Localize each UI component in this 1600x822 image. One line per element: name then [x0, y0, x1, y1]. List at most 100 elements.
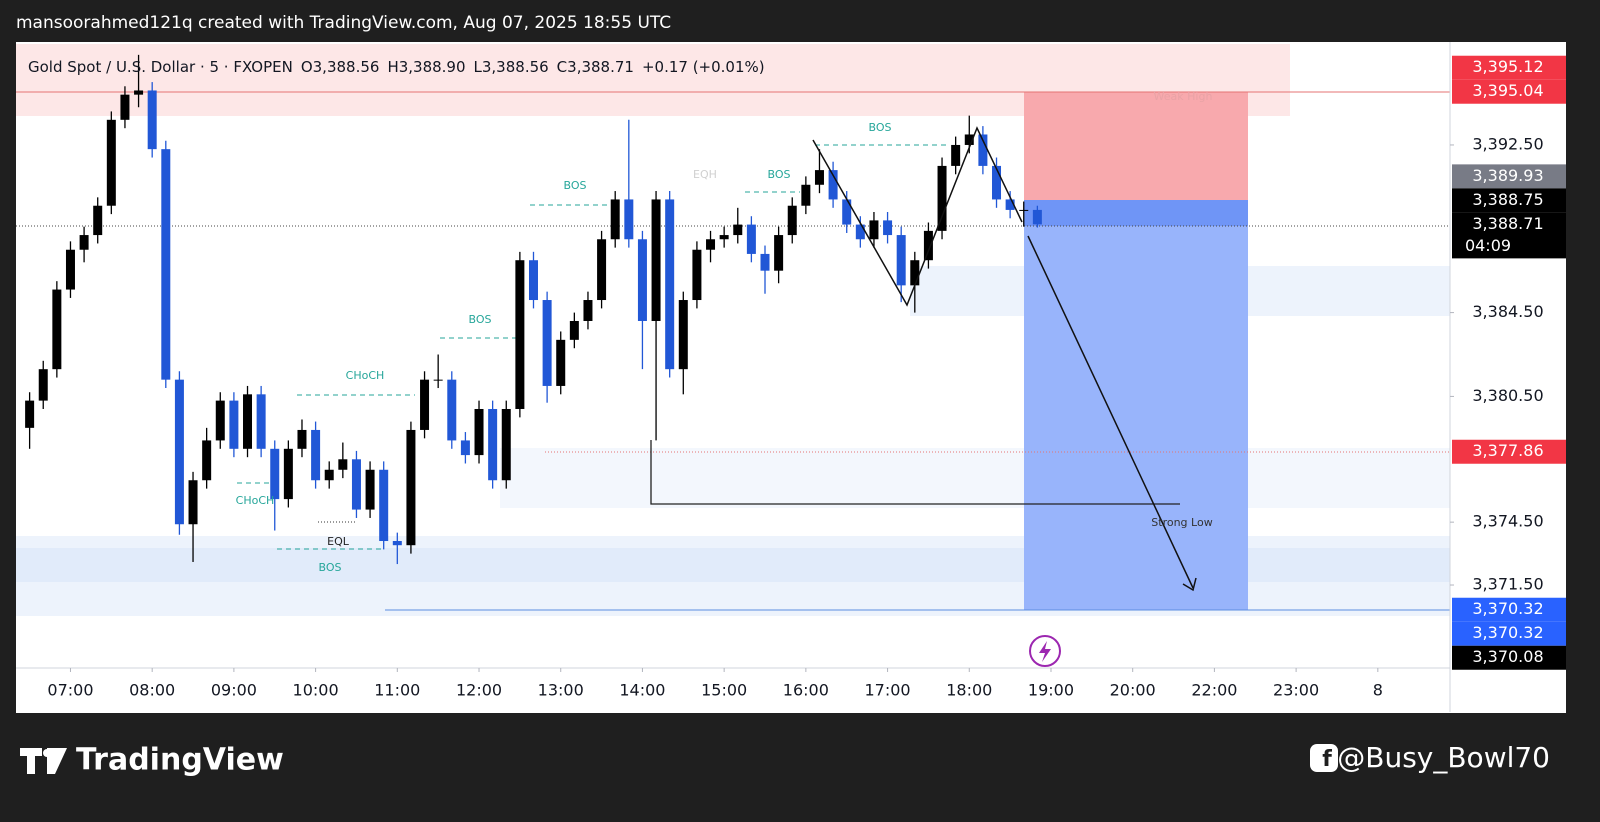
x-tick-label: 14:00 — [619, 681, 665, 700]
countdown: 04:09 — [1465, 236, 1511, 255]
candle-body — [283, 448, 293, 500]
candle-body — [25, 400, 35, 428]
x-tick-label: 10:00 — [293, 681, 339, 700]
x-tick-label: 17:00 — [865, 681, 911, 700]
candle-body — [243, 394, 253, 449]
candle-body — [774, 235, 784, 271]
candle-body — [229, 400, 239, 449]
candle-body — [79, 235, 89, 250]
candle-body — [719, 235, 729, 240]
structure-lines — [237, 144, 950, 550]
candle-body — [1032, 209, 1042, 225]
annotation: EQL — [327, 535, 350, 548]
price-badge-label: 3,388.71 — [1472, 214, 1543, 233]
candle-body — [624, 199, 634, 240]
candle-body — [665, 199, 675, 370]
candle-body — [992, 165, 1002, 200]
annotation: BOS — [564, 179, 587, 192]
candle-body — [147, 90, 157, 150]
candle-body — [65, 249, 75, 290]
candle-body — [923, 230, 933, 261]
candle-body — [515, 260, 525, 409]
y-tick-label: 3,392.50 — [1472, 134, 1543, 153]
annotation: BOS — [768, 168, 791, 181]
candle-body — [501, 408, 511, 481]
y-tick-label: 3,384.50 — [1472, 302, 1543, 321]
x-tick-label: 07:00 — [47, 681, 93, 700]
candle-body — [256, 394, 266, 449]
candle-body — [270, 448, 280, 500]
logo-text: TradingView — [76, 743, 284, 778]
x-tick-label: 16:00 — [783, 681, 829, 700]
annotation: BOS — [469, 313, 492, 326]
candle-body — [869, 220, 879, 240]
legend: Gold Spot / U.S. Dollar · 5 · FXOPEN O3,3… — [28, 58, 765, 76]
candle-body — [910, 260, 920, 286]
ohlc-low: L3,388.56 — [474, 58, 549, 76]
candle-body — [610, 199, 620, 240]
candle-body — [379, 469, 389, 542]
annotation: CHoCH — [346, 369, 385, 382]
y-tick-label: 3,371.50 — [1472, 575, 1543, 594]
change: +0.17 (+0.01%) — [642, 58, 765, 76]
candle-body — [801, 184, 811, 206]
candle-body — [420, 379, 430, 430]
x-tick-label: 19:00 — [1028, 681, 1074, 700]
price-badge — [1452, 212, 1566, 259]
candle-body — [855, 224, 865, 240]
x-tick-label: 08:00 — [129, 681, 175, 700]
logo-dot — [43, 749, 51, 757]
ohlc-close: C3,388.71 — [557, 58, 634, 76]
annotation: CHoCH — [236, 494, 275, 507]
candle-body — [951, 144, 961, 166]
annotation: EQH — [693, 168, 717, 181]
candle-body — [188, 480, 198, 525]
ohlc-open: O3,388.56 — [301, 58, 380, 76]
price-badge — [1452, 55, 1566, 80]
annotation: Strong Low — [1151, 516, 1212, 529]
annotation: BOS — [319, 561, 342, 574]
candle-body — [706, 239, 716, 250]
candle-body — [542, 300, 552, 386]
x-tick-label: 15:00 — [701, 681, 747, 700]
price-badge-label: 3,388.75 — [1472, 190, 1543, 209]
candle-body — [746, 224, 756, 254]
candle-body — [106, 119, 116, 206]
candle-body — [120, 94, 130, 120]
candle-body — [351, 459, 361, 510]
candle-body — [528, 260, 538, 301]
y-tick-label: 3,374.50 — [1472, 512, 1543, 531]
price-badge — [1452, 79, 1566, 104]
candle-body — [733, 224, 743, 236]
facebook-f: f — [1322, 747, 1332, 772]
candle-body — [896, 235, 906, 286]
event-bolt — [1039, 641, 1051, 662]
target-zone — [1024, 200, 1248, 610]
candle-body — [447, 379, 457, 441]
candle-body — [215, 400, 225, 441]
candle-body — [1005, 199, 1015, 210]
candle-body — [406, 429, 416, 546]
handle: @Busy_Bowl70 — [1337, 741, 1550, 774]
annotations: BOS BOS CHoCH CHoCH EQL BOS EQH BOS BOS Weak High… — [236, 90, 1213, 574]
demand-zone — [500, 448, 1450, 508]
facebook-icon — [1310, 744, 1338, 772]
x-tick-label: 8 — [1373, 681, 1383, 700]
x-tick-label: 20:00 — [1110, 681, 1156, 700]
candle-body — [202, 440, 212, 481]
candle-body — [937, 165, 947, 231]
x-tick-label: 13:00 — [538, 681, 584, 700]
strong-low-line — [650, 440, 1180, 505]
candle-body — [433, 379, 443, 381]
projection-arrow — [1027, 235, 1194, 589]
drawings — [812, 126, 1197, 667]
x-tick-label: 12:00 — [456, 681, 502, 700]
candle-body — [297, 429, 307, 449]
candle-body — [787, 205, 797, 236]
x-tick-label: 22:00 — [1191, 681, 1237, 700]
candle-body — [161, 149, 171, 380]
price-badge-label: 3,395.04 — [1472, 81, 1543, 100]
candle-body — [338, 459, 348, 470]
arrow-head — [1182, 577, 1197, 592]
